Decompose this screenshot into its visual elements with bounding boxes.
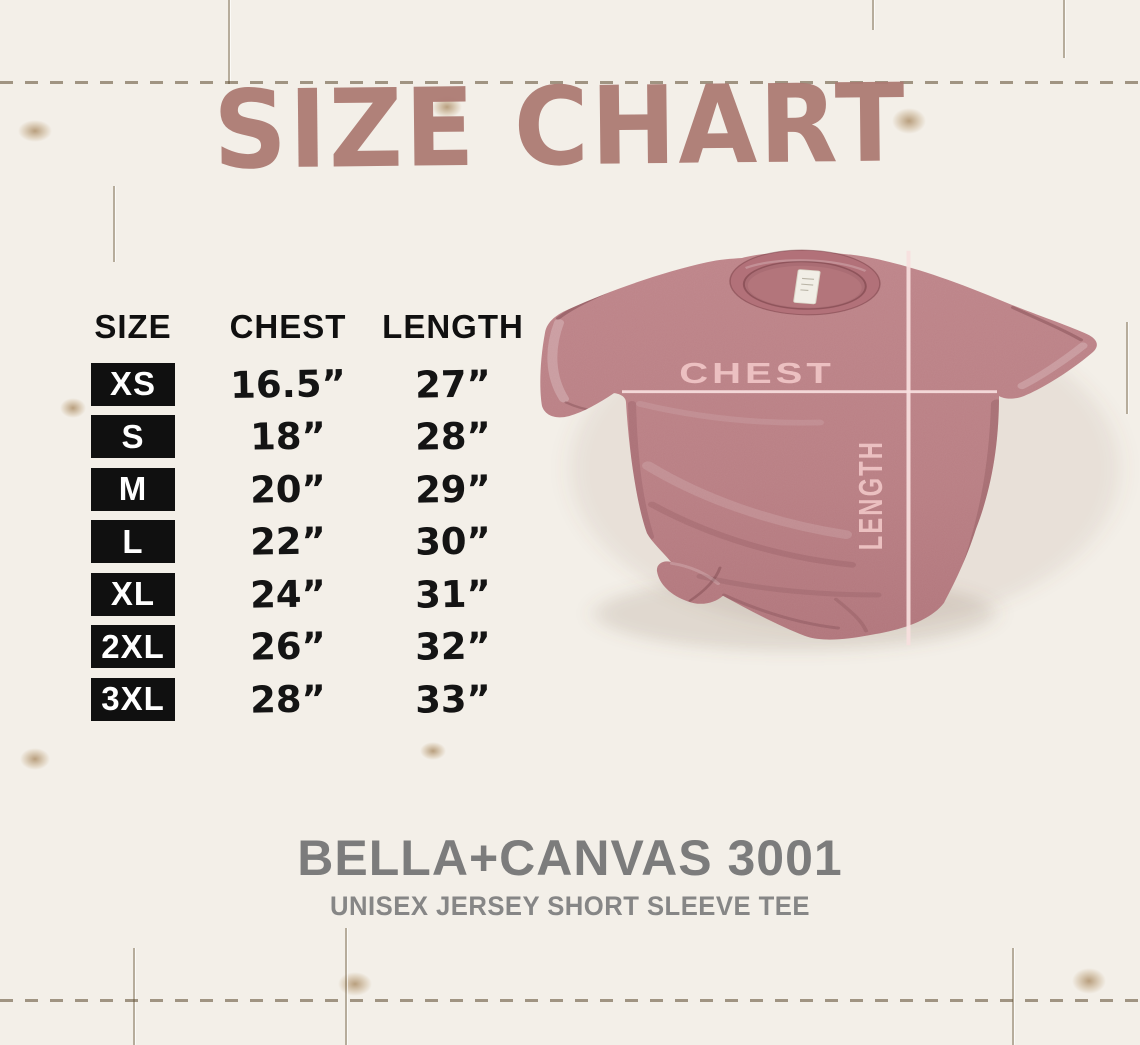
size-table: SIZE CHEST LENGTH XS 16.5” 27” S 18” 28”… bbox=[58, 296, 558, 726]
column-header-chest: CHEST bbox=[229, 308, 347, 345]
plank-seam bbox=[0, 999, 1140, 1002]
table-row: XL 24” 31” bbox=[58, 568, 558, 621]
wood-knot bbox=[892, 108, 926, 134]
plank-joint bbox=[1126, 322, 1128, 414]
product-name: BELLA+CANVAS 3001 bbox=[297, 830, 843, 886]
table-row: L 22” 30” bbox=[58, 516, 558, 569]
size-badge: XL bbox=[91, 572, 175, 616]
table-row: M 20” 29” bbox=[58, 463, 558, 516]
page-title: SIZE CHART bbox=[212, 60, 908, 195]
plank-joint bbox=[1063, 0, 1065, 58]
plank-joint bbox=[345, 928, 347, 1045]
table-row: S 18” 28” bbox=[58, 411, 558, 464]
tshirt-illustration: CHEST LENGTH bbox=[540, 249, 1120, 652]
size-badge: 2XL bbox=[91, 625, 175, 669]
wood-knot bbox=[1072, 968, 1106, 994]
chest-value: 16.5” bbox=[229, 361, 347, 407]
plank-seam bbox=[0, 81, 1140, 84]
chest-label: CHEST bbox=[679, 357, 835, 389]
plank-joint bbox=[1012, 948, 1014, 1045]
table-row: XS 16.5” 27” bbox=[58, 358, 558, 411]
size-badge: M bbox=[91, 467, 175, 511]
chest-value: 20” bbox=[249, 467, 327, 512]
wood-knot bbox=[60, 398, 86, 418]
chest-value: 18” bbox=[249, 414, 327, 459]
table-row: 3XL 28” 33” bbox=[58, 673, 558, 726]
tshirt-photo: CHEST LENGTH bbox=[505, 235, 1140, 835]
care-label bbox=[793, 269, 821, 305]
plank-joint bbox=[872, 0, 874, 30]
wood-knot bbox=[18, 120, 52, 142]
plank-joint bbox=[133, 948, 135, 1045]
wood-knot bbox=[338, 972, 372, 996]
size-badge: 3XL bbox=[91, 677, 175, 721]
chest-value: 22” bbox=[249, 519, 327, 564]
wood-knot bbox=[432, 96, 462, 118]
plank-joint bbox=[228, 0, 230, 84]
size-badge: L bbox=[91, 520, 175, 564]
size-table-header: SIZE CHEST LENGTH bbox=[58, 296, 558, 358]
wood-knot bbox=[20, 748, 50, 770]
product-subtitle: UNISEX JERSEY SHORT SLEEVE TEE bbox=[330, 891, 810, 921]
chest-value: 24” bbox=[249, 572, 327, 617]
chest-value: 28” bbox=[249, 677, 327, 722]
size-badge: S bbox=[91, 415, 175, 459]
wood-knot bbox=[420, 742, 446, 760]
column-header-size: SIZE bbox=[94, 308, 172, 345]
table-row: 2XL 26” 32” bbox=[58, 621, 558, 674]
size-badge: XS bbox=[91, 362, 175, 406]
column-header-length: LENGTH bbox=[382, 308, 524, 345]
plank-joint bbox=[113, 186, 115, 262]
length-label: LENGTH bbox=[853, 440, 890, 550]
chest-value: 26” bbox=[249, 624, 327, 669]
